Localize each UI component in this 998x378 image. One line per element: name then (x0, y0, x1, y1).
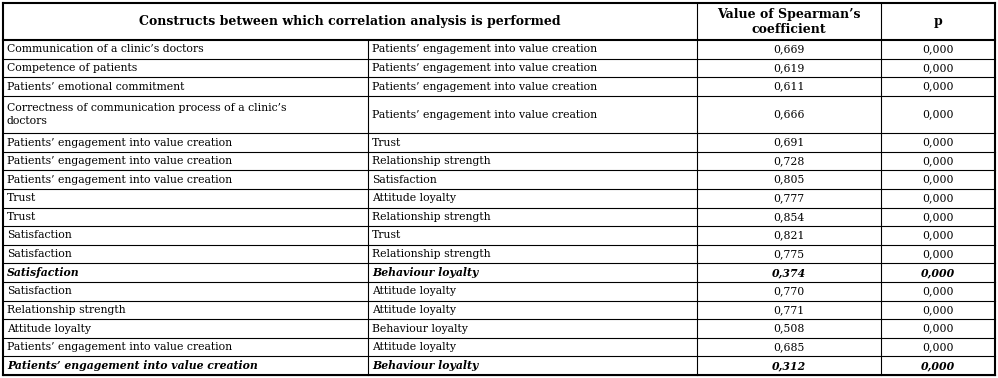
Text: Patients’ engagement into value creation: Patients’ engagement into value creation (7, 138, 233, 147)
Text: 0,000: 0,000 (922, 193, 954, 203)
Text: 0,374: 0,374 (772, 267, 806, 278)
Text: 0,000: 0,000 (922, 212, 954, 222)
Text: Trust: Trust (7, 193, 36, 203)
Text: 0,770: 0,770 (773, 286, 804, 296)
Text: Relationship strength: Relationship strength (372, 212, 491, 222)
Text: 0,508: 0,508 (773, 324, 804, 333)
Text: Trust: Trust (372, 231, 401, 240)
Text: Attitude loyalty: Attitude loyalty (372, 305, 456, 315)
Text: Attitude loyalty: Attitude loyalty (7, 324, 91, 333)
Text: 0,000: 0,000 (922, 175, 954, 185)
Text: 0,000: 0,000 (922, 305, 954, 315)
Text: 0,000: 0,000 (922, 286, 954, 296)
Text: 0,000: 0,000 (922, 231, 954, 240)
Text: 0,666: 0,666 (773, 110, 805, 119)
Text: 0,000: 0,000 (922, 156, 954, 166)
Text: Patients’ engagement into value creation: Patients’ engagement into value creation (7, 360, 257, 371)
Text: Patients’ engagement into value creation: Patients’ engagement into value creation (7, 156, 233, 166)
Text: Attitude loyalty: Attitude loyalty (372, 286, 456, 296)
Text: 0,669: 0,669 (773, 45, 804, 54)
Text: Relationship strength: Relationship strength (372, 156, 491, 166)
Text: Patients’ emotional commitment: Patients’ emotional commitment (7, 82, 185, 92)
Text: 0,728: 0,728 (773, 156, 804, 166)
Text: p: p (933, 15, 942, 28)
Text: 0,000: 0,000 (921, 267, 955, 278)
Text: 0,771: 0,771 (773, 305, 804, 315)
Text: 0,000: 0,000 (922, 110, 954, 119)
Text: Relationship strength: Relationship strength (7, 305, 126, 315)
Text: Patients’ engagement into value creation: Patients’ engagement into value creation (372, 63, 597, 73)
Text: Behaviour loyalty: Behaviour loyalty (372, 360, 478, 371)
Text: 0,000: 0,000 (922, 63, 954, 73)
Text: Patients’ engagement into value creation: Patients’ engagement into value creation (372, 110, 597, 119)
Text: 0,854: 0,854 (773, 212, 804, 222)
Text: Correctness of communication process of a clinic’s
doctors: Correctness of communication process of … (7, 103, 286, 126)
Text: 0,777: 0,777 (773, 193, 804, 203)
Text: 0,805: 0,805 (773, 175, 804, 185)
Text: Trust: Trust (372, 138, 401, 147)
Text: 0,000: 0,000 (922, 324, 954, 333)
Text: 0,000: 0,000 (922, 249, 954, 259)
Text: 0,611: 0,611 (773, 82, 805, 92)
Text: Attitude loyalty: Attitude loyalty (372, 342, 456, 352)
Text: 0,000: 0,000 (922, 138, 954, 147)
Text: Satisfaction: Satisfaction (7, 267, 80, 278)
Text: 0,000: 0,000 (922, 82, 954, 92)
Text: Relationship strength: Relationship strength (372, 249, 491, 259)
Text: 0,000: 0,000 (922, 342, 954, 352)
Text: Patients’ engagement into value creation: Patients’ engagement into value creation (7, 175, 233, 185)
Text: 0,691: 0,691 (773, 138, 804, 147)
Text: Patients’ engagement into value creation: Patients’ engagement into value creation (372, 82, 597, 92)
Text: Satisfaction: Satisfaction (7, 231, 72, 240)
Text: 0,685: 0,685 (773, 342, 804, 352)
Text: Communication of a clinic’s doctors: Communication of a clinic’s doctors (7, 45, 204, 54)
Text: Trust: Trust (7, 212, 36, 222)
Text: Behaviour loyalty: Behaviour loyalty (372, 267, 478, 278)
Text: Satisfaction: Satisfaction (7, 286, 72, 296)
Text: 0,619: 0,619 (773, 63, 804, 73)
Text: Patients’ engagement into value creation: Patients’ engagement into value creation (7, 342, 233, 352)
Text: Attitude loyalty: Attitude loyalty (372, 193, 456, 203)
Text: Satisfaction: Satisfaction (372, 175, 437, 185)
Text: 0,000: 0,000 (922, 45, 954, 54)
Text: Satisfaction: Satisfaction (7, 249, 72, 259)
Text: 0,775: 0,775 (773, 249, 804, 259)
Text: Value of Spearman’s
coefficient: Value of Spearman’s coefficient (718, 8, 861, 36)
Text: Competence of patients: Competence of patients (7, 63, 138, 73)
Text: 0,312: 0,312 (772, 360, 806, 371)
Text: 0,000: 0,000 (921, 360, 955, 371)
Text: Behaviour loyalty: Behaviour loyalty (372, 324, 468, 333)
Text: 0,821: 0,821 (773, 231, 805, 240)
Text: Constructs between which correlation analysis is performed: Constructs between which correlation ana… (140, 15, 561, 28)
Text: Patients’ engagement into value creation: Patients’ engagement into value creation (372, 45, 597, 54)
